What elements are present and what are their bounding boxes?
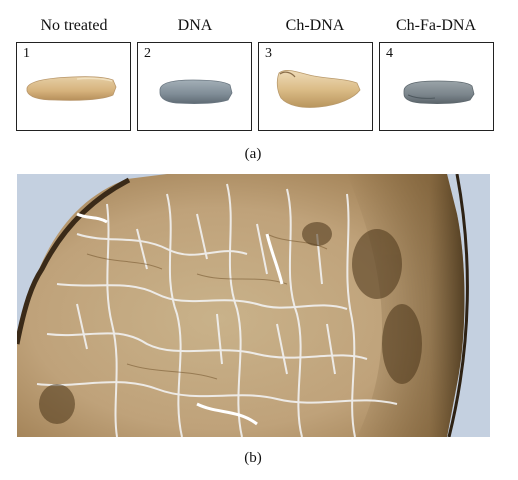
tissue-sample-2 bbox=[159, 79, 233, 104]
panel-number-2: 2 bbox=[144, 46, 151, 61]
panel-number-4: 4 bbox=[386, 46, 393, 61]
sample-panel-3: 3 bbox=[258, 42, 373, 131]
tissue-sample-4 bbox=[403, 80, 475, 104]
column-label-dna: DNA bbox=[177, 17, 213, 34]
tissue-sample-3 bbox=[276, 70, 361, 108]
tissue-sample-1 bbox=[26, 76, 117, 101]
sample-panel-2: 2 bbox=[137, 42, 252, 131]
sample-panel-4: 4 bbox=[379, 42, 494, 131]
tissue-micrograph bbox=[17, 174, 490, 437]
micrograph-image bbox=[17, 174, 490, 437]
panel-number-1: 1 bbox=[23, 46, 30, 61]
column-label-ch-dna: Ch-DNA bbox=[285, 17, 345, 34]
caption-b: (b) bbox=[244, 450, 262, 466]
caption-a: (a) bbox=[244, 146, 262, 162]
sample-panel-1: 1 bbox=[16, 42, 131, 131]
column-label-ch-fa-dna: Ch-Fa-DNA bbox=[396, 17, 476, 34]
panel-number-3: 3 bbox=[265, 46, 272, 61]
column-label-no-treated: No treated bbox=[40, 17, 108, 34]
